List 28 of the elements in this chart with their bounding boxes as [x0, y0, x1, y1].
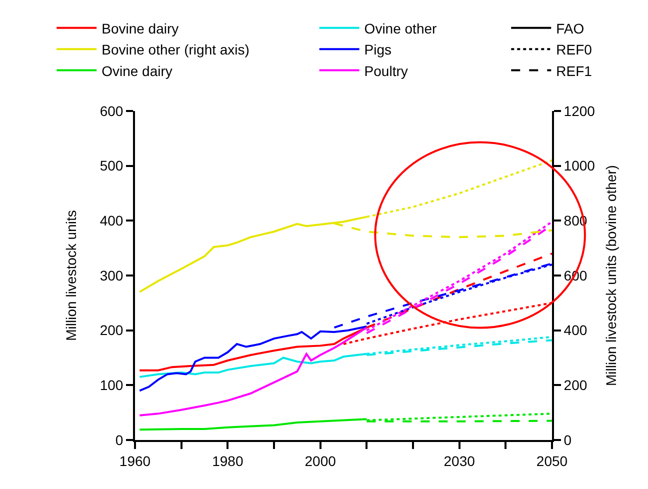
- y-tick-label: 200: [100, 322, 124, 338]
- y-tick-label: 500: [100, 158, 124, 174]
- y-axis-title: Million livestock units: [62, 210, 79, 341]
- x-tick-label: 1980: [212, 452, 244, 469]
- y-tick-label: 300: [100, 267, 124, 284]
- x-tick-label: 2000: [304, 452, 336, 469]
- y2-tick-label: 200: [564, 377, 588, 394]
- legend-label: REF0: [556, 42, 592, 58]
- y2-tick-label: 1000: [564, 158, 596, 174]
- y-tick-label: 100: [100, 377, 124, 394]
- legend-label: Bovine other (right axis): [102, 42, 250, 58]
- legend-label: Ovine dairy: [102, 62, 172, 79]
- legend-label: Ovine other: [364, 20, 438, 36]
- y-tick-label: 400: [100, 212, 124, 229]
- legend-label: Poultry: [364, 62, 408, 79]
- x-tick-label: 2050: [536, 452, 568, 469]
- y-tick-label: 600: [100, 102, 124, 119]
- y2-tick-label: 0: [564, 432, 572, 448]
- legend-label: REF1: [556, 62, 592, 79]
- y2-tick-label: 400: [564, 322, 588, 338]
- x-tick-label: 1960: [119, 452, 151, 469]
- legend-label: FAO: [556, 20, 584, 36]
- x-tick-label: 2030: [444, 452, 476, 469]
- y-tick-label: 0: [115, 432, 124, 448]
- legend-label: Pigs: [364, 42, 392, 58]
- legend-label: Bovine dairy: [102, 20, 179, 36]
- y2-tick-label: 1200: [564, 102, 596, 119]
- y2-axis-title: Million livestock units (bovine other): [602, 165, 619, 386]
